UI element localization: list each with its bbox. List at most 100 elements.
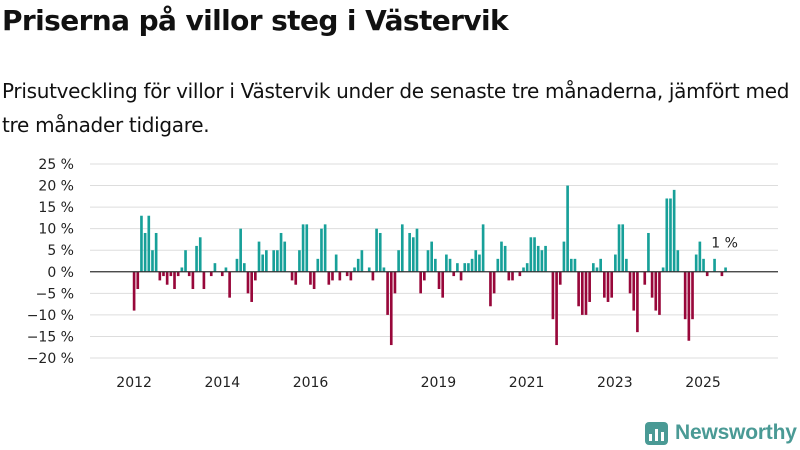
bar — [459, 271, 463, 281]
bar — [566, 185, 569, 272]
chart-title: Priserna på villor steg i Västervik — [2, 4, 509, 37]
y-tick-label: −10 % — [27, 308, 74, 324]
bar — [140, 215, 143, 272]
bar — [393, 271, 397, 294]
bar — [592, 263, 595, 272]
bar — [705, 271, 709, 277]
bar — [511, 271, 514, 281]
bar — [625, 258, 628, 272]
bar — [294, 271, 298, 285]
bar — [558, 271, 562, 285]
bar — [665, 198, 669, 272]
bar — [397, 250, 400, 272]
bar — [400, 224, 404, 272]
bar — [165, 271, 169, 285]
bar — [614, 254, 617, 272]
bar — [720, 271, 724, 277]
bar-chart-logo-icon — [645, 421, 668, 445]
bar — [658, 271, 661, 315]
bar — [261, 254, 265, 272]
x-tick-label: 2025 — [685, 375, 721, 391]
bar — [367, 267, 371, 272]
bar — [470, 258, 474, 272]
bar — [500, 241, 503, 272]
bar — [606, 271, 610, 302]
bar — [463, 263, 467, 272]
bar — [154, 232, 158, 272]
bar — [220, 271, 224, 277]
bar — [481, 224, 485, 272]
bar — [603, 271, 606, 298]
bar — [683, 271, 687, 320]
bar — [334, 254, 338, 272]
bar — [323, 224, 327, 272]
bar — [411, 237, 415, 272]
bar — [643, 271, 647, 285]
bar — [452, 271, 456, 277]
bar — [654, 271, 658, 311]
bar — [309, 271, 312, 285]
bar — [636, 271, 639, 333]
bar — [580, 271, 584, 315]
bar — [242, 263, 246, 272]
bar — [437, 271, 441, 290]
bar — [382, 267, 386, 272]
bar — [132, 271, 136, 311]
x-tick-label: 2023 — [597, 375, 633, 391]
bar — [378, 232, 382, 272]
bar — [489, 271, 492, 307]
bar — [327, 271, 331, 285]
bar — [724, 267, 727, 272]
bar — [195, 245, 198, 272]
bar — [187, 271, 191, 277]
bar — [702, 258, 705, 272]
bar — [320, 228, 323, 272]
bar — [276, 250, 279, 272]
bar — [518, 271, 522, 277]
bar — [316, 258, 320, 272]
bar — [279, 232, 283, 272]
bar — [360, 250, 364, 272]
bar — [298, 250, 301, 272]
bar — [184, 250, 187, 272]
bar — [272, 250, 276, 272]
bar — [209, 271, 213, 277]
bar — [573, 258, 577, 272]
bar — [191, 271, 195, 290]
bar — [529, 237, 533, 272]
bar — [312, 271, 316, 290]
bar — [474, 250, 478, 272]
bar — [228, 271, 231, 298]
bar — [577, 271, 580, 307]
bar — [525, 263, 529, 272]
bar — [136, 271, 140, 290]
bar — [239, 228, 242, 272]
x-tick-label: 2014 — [204, 375, 240, 391]
bar — [389, 271, 393, 346]
bar-chart: 25 % 20 % 15 % 10 % 5 % 0 % −5 % −10 % −15 % −20 … — [27, 157, 778, 391]
bar — [386, 271, 389, 315]
bar — [562, 241, 566, 272]
bar — [713, 258, 716, 272]
bar — [250, 271, 253, 302]
x-tick-label: 2021 — [509, 375, 545, 391]
bar — [478, 254, 481, 272]
bar — [353, 267, 356, 272]
bar — [423, 271, 426, 281]
bar — [331, 271, 334, 281]
bar — [588, 271, 591, 302]
y-tick-label: 10 % — [38, 222, 74, 238]
bar — [408, 232, 411, 272]
bar — [375, 228, 378, 272]
bar — [647, 232, 650, 272]
bar — [169, 271, 173, 277]
bar — [503, 245, 507, 272]
bar — [555, 271, 558, 346]
bar — [345, 271, 349, 277]
y-tick-label: −20 % — [27, 351, 74, 367]
last-value-label: 1 % — [711, 235, 738, 251]
bar — [257, 241, 261, 272]
bar — [669, 198, 672, 272]
bar — [224, 267, 228, 272]
bar — [632, 271, 636, 311]
